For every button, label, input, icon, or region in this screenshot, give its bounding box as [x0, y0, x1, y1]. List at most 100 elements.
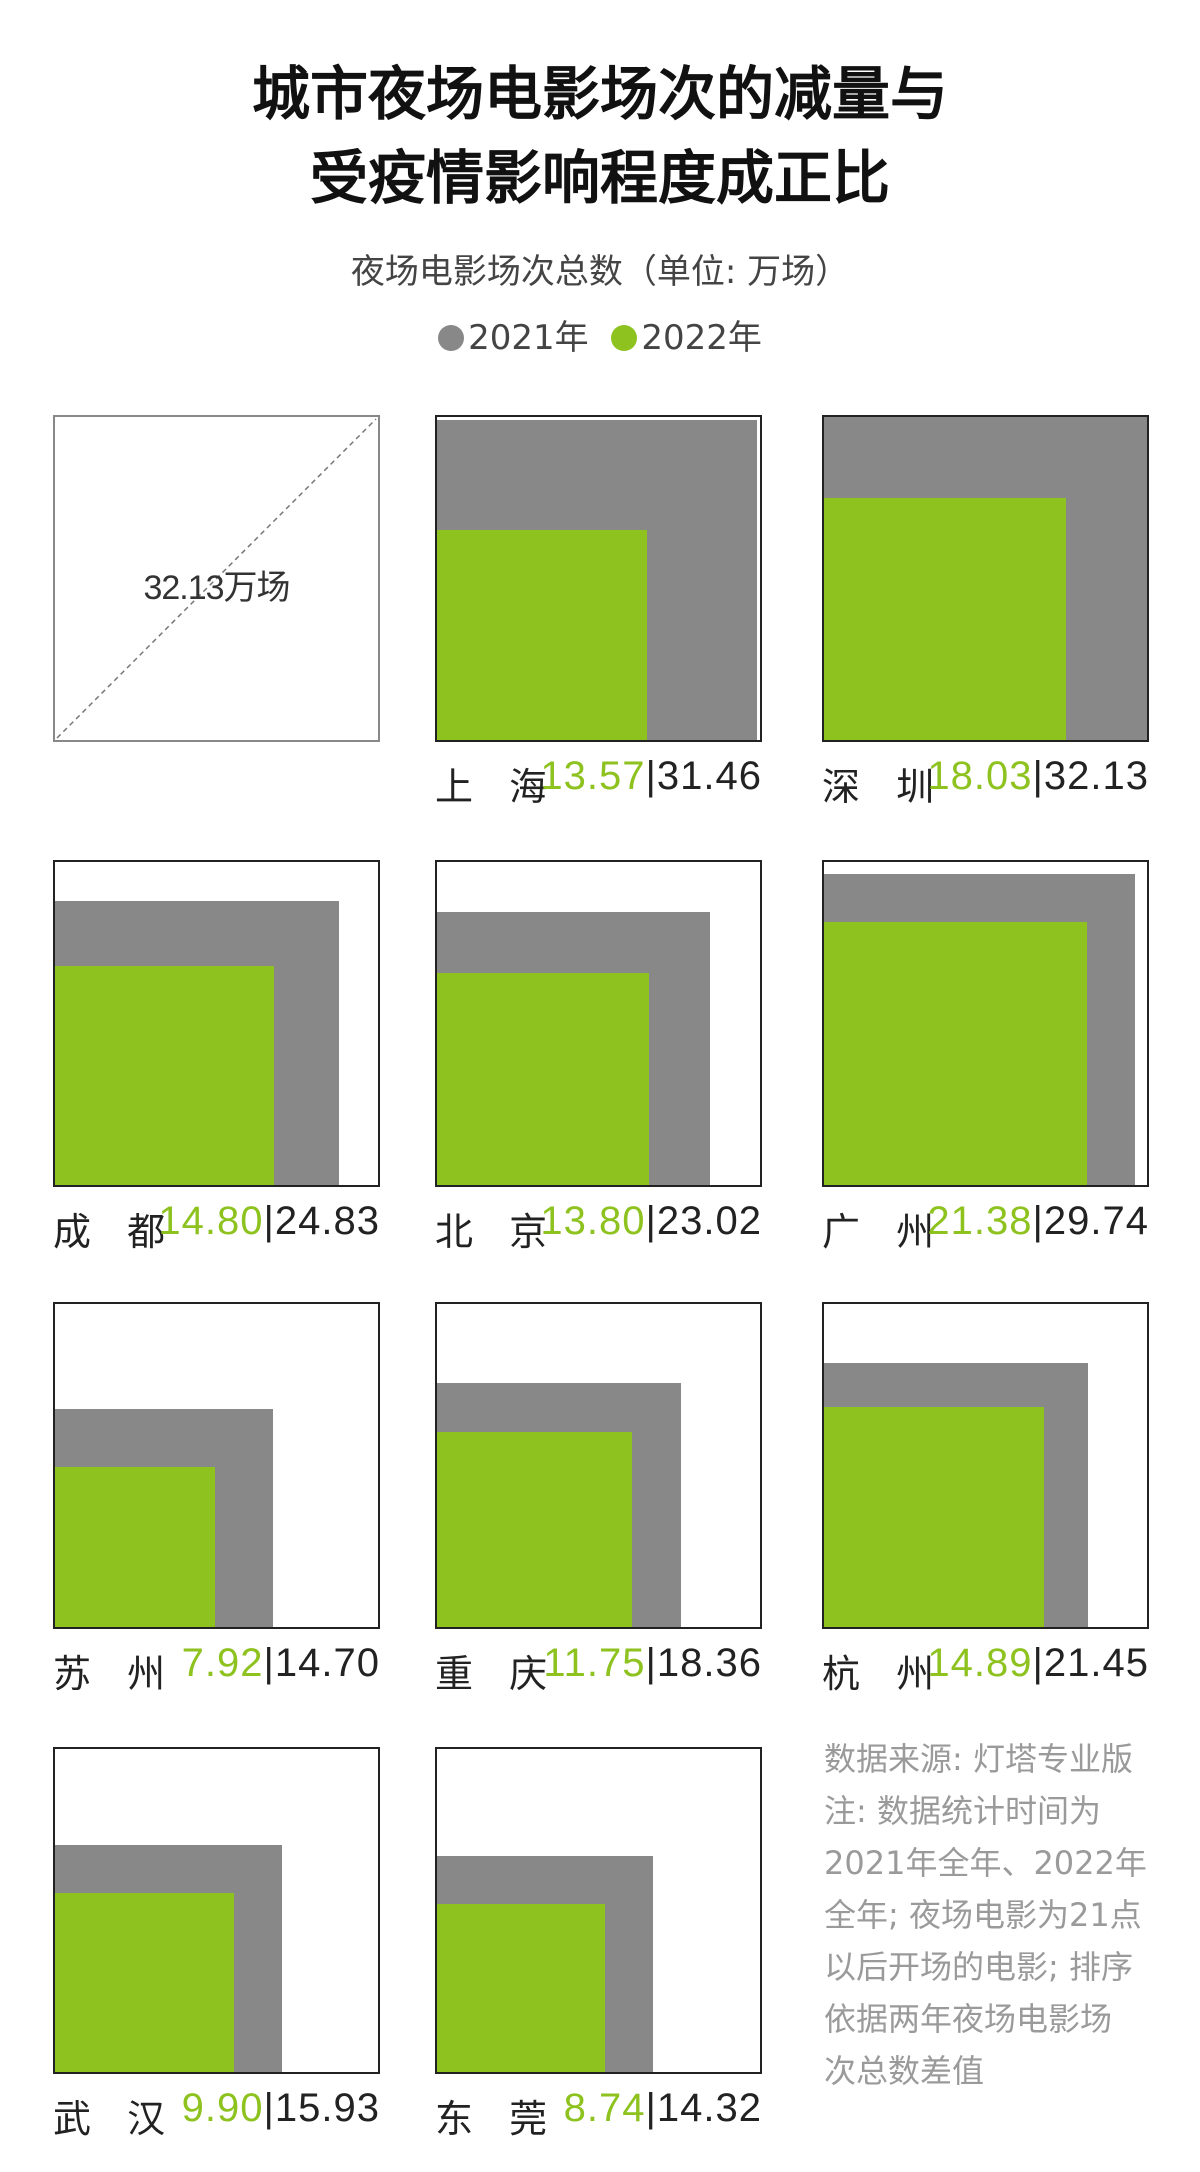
legend-dot-2021: [438, 325, 465, 351]
legend-item-2022: 2022年: [611, 316, 762, 360]
value-separator: |: [1032, 754, 1044, 798]
city-cell: 成 都 14.80|24.83: [53, 860, 380, 1257]
reference-diagonal: [56, 418, 377, 739]
value-2021: 18.36: [656, 1641, 762, 1685]
city-frame: [435, 415, 762, 742]
city-values: 21.38|29.74: [927, 1199, 1149, 1244]
value-2021: 15.93: [274, 2086, 380, 2130]
city-values: 8.74|14.32: [564, 2086, 762, 2131]
city-values: 7.92|14.70: [182, 1641, 380, 1686]
square-2022: [55, 1467, 215, 1627]
value-2021: 24.83: [274, 1199, 380, 1243]
city-values: 11.75|18.36: [543, 1641, 762, 1686]
city-name: 重 庆: [435, 1652, 560, 1696]
square-2022: [437, 973, 649, 1185]
value-separator: |: [645, 1199, 657, 1243]
city-cell: 北 京 13.80|23.02: [435, 860, 762, 1257]
value-2021: 32.13: [1043, 754, 1149, 798]
value-separator: |: [263, 2086, 275, 2130]
value-separator: |: [645, 1641, 657, 1685]
value-separator: |: [645, 754, 657, 798]
value-2022: 11.75: [543, 1641, 646, 1685]
title-line-2: 受疫情影响程度成正比: [309, 144, 890, 212]
reference-square: 32.13万场: [53, 415, 380, 742]
legend: 2021年 2022年: [0, 316, 1200, 362]
note-line: 数据来源: 灯塔专业版: [824, 1740, 1133, 1778]
note-line: 以后开场的电影; 排序: [824, 1948, 1133, 1986]
note-line: 注: 数据统计时间为: [824, 1792, 1101, 1830]
value-separator: |: [263, 1199, 275, 1243]
city-cell: 上 海 13.57|31.46: [435, 415, 762, 812]
chart-title: 城市夜场电影场次的减量与 受疫情影响程度成正比: [0, 52, 1200, 220]
value-separator: |: [263, 1641, 275, 1685]
title-line-1: 城市夜场电影场次的减量与: [251, 60, 948, 128]
value-2022: 18.03: [927, 754, 1033, 798]
city-cell: 深 圳 18.03|32.13: [822, 415, 1149, 812]
city-cell: 广 州 21.38|29.74: [822, 860, 1149, 1257]
value-2021: 23.02: [656, 1199, 762, 1243]
city-values: 13.80|23.02: [540, 1199, 762, 1244]
square-2022: [824, 1407, 1044, 1627]
value-2021: 29.74: [1043, 1199, 1149, 1243]
city-frame: [822, 415, 1149, 742]
city-frame: [435, 1747, 762, 2074]
city-cell: 重 庆 11.75|18.36: [435, 1302, 762, 1699]
reference-label: 32.13万场: [143, 569, 290, 607]
source-notes: 数据来源: 灯塔专业版 注: 数据统计时间为 2021年全年、2022年 全年;…: [824, 1733, 1164, 2097]
city-cell: 东 莞 8.74|14.32: [435, 1747, 762, 2144]
city-name: 北 京: [435, 1210, 560, 1254]
city-name: 武 汉: [53, 2097, 178, 2141]
value-2021: 14.32: [656, 2086, 762, 2130]
city-values: 13.57|31.46: [540, 754, 762, 799]
square-2022: [437, 1432, 632, 1627]
city-name: 苏 州: [53, 1652, 178, 1696]
value-2022: 9.90: [181, 2086, 264, 2130]
value-2022: 13.57: [540, 754, 646, 798]
city-frame: [53, 1302, 380, 1629]
value-separator: |: [1032, 1641, 1044, 1685]
value-2022: 21.38: [927, 1199, 1033, 1243]
city-cell: 杭 州 14.89|21.45: [822, 1302, 1149, 1699]
city-frame: [822, 860, 1149, 1187]
city-name: 成 都: [53, 1210, 178, 1254]
square-2022: [55, 1893, 234, 2072]
square-2022: [824, 498, 1066, 740]
city-frame: [435, 1302, 762, 1629]
city-name: 广 州: [822, 1210, 947, 1254]
square-2022: [824, 922, 1087, 1185]
value-2022: 8.74: [563, 2086, 646, 2130]
value-2021: 14.70: [274, 1641, 380, 1685]
legend-label-2021: 2021年: [468, 318, 589, 358]
value-2022: 13.80: [540, 1199, 646, 1243]
note-line: 全年; 夜场电影为21点: [824, 1896, 1142, 1934]
city-cell: 苏 州 7.92|14.70: [53, 1302, 380, 1699]
value-2022: 14.80: [158, 1199, 264, 1243]
city-frame: [53, 860, 380, 1187]
city-name: 东 莞: [435, 2097, 560, 2141]
city-name: 杭 州: [822, 1652, 947, 1696]
city-values: 14.89|21.45: [927, 1641, 1149, 1686]
city-name: 上 海: [435, 765, 560, 809]
city-cell: 武 汉 9.90|15.93: [53, 1747, 380, 2144]
value-separator: |: [1032, 1199, 1044, 1243]
note-line: 次总数差值: [824, 2052, 985, 2090]
value-2022: 14.89: [927, 1641, 1033, 1685]
square-2022: [437, 1904, 605, 2072]
city-values: 18.03|32.13: [927, 754, 1149, 799]
value-2022: 7.92: [181, 1641, 264, 1685]
city-values: 14.80|24.83: [158, 1199, 380, 1244]
square-2022: [437, 530, 647, 740]
city-name: 深 圳: [822, 765, 947, 809]
legend-dot-2022: [611, 325, 638, 351]
city-frame: [53, 1747, 380, 2074]
city-values: 9.90|15.93: [182, 2086, 380, 2131]
legend-label-2022: 2022年: [641, 318, 762, 358]
note-line: 依据两年夜场电影场: [824, 2000, 1113, 2038]
legend-item-2021: 2021年: [438, 316, 589, 360]
note-line: 2021年全年、2022年: [824, 1844, 1147, 1882]
city-frame: [435, 860, 762, 1187]
chart-subtitle: 夜场电影场次总数（单位: 万场）: [350, 252, 850, 292]
value-2021: 21.45: [1043, 1641, 1149, 1685]
square-2022: [55, 966, 274, 1185]
city-frame: [822, 1302, 1149, 1629]
